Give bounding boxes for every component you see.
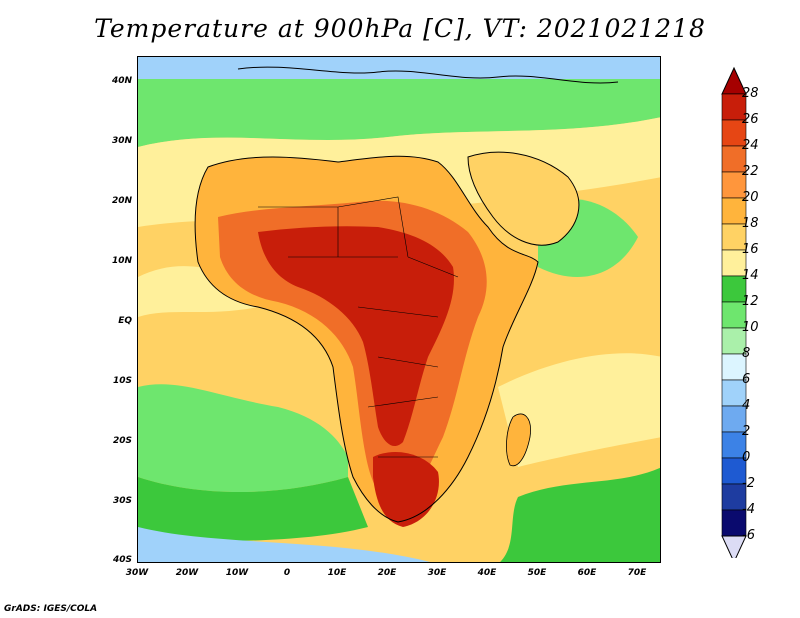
lon-label: 20W (175, 568, 199, 578)
south-atlantic-green (138, 384, 348, 492)
arabia-land (468, 152, 579, 246)
colorbar-segment (721, 353, 747, 381)
lat-label: 40S (112, 555, 132, 565)
colorbar-label: 16 (742, 242, 759, 257)
lat-label: 40N (111, 76, 132, 86)
colorbar-label: -2 (742, 476, 755, 491)
indian-ocean-green (499, 467, 660, 562)
north-green-band (138, 79, 660, 147)
lat-label: 20N (111, 196, 132, 206)
temperature-map (138, 57, 660, 562)
north-cold-band (138, 57, 660, 79)
colorbar-segment (721, 119, 747, 147)
colorbar-segment (721, 405, 747, 433)
map-panel (137, 56, 661, 563)
lon-label: 10W (225, 568, 249, 578)
southern-africa-core (373, 452, 439, 527)
lat-label: 10S (112, 376, 132, 386)
colorbar-segment (721, 457, 747, 485)
colorbar-label: 6 (742, 372, 751, 387)
lat-label: 30N (111, 136, 132, 146)
colorbar-bottom-arrow (721, 535, 747, 558)
colorbar-label: 0 (742, 450, 751, 465)
colorbar-segment (721, 509, 747, 537)
colorbar-label: 8 (742, 346, 751, 361)
colorbar-label: 12 (742, 294, 759, 309)
arabia-coastline (467, 151, 580, 246)
colorbar-segment (721, 171, 747, 199)
lon-label: 20E (377, 568, 397, 578)
lon-label: 50E (527, 568, 547, 578)
madagascar (506, 413, 531, 467)
lat-label: 10N (111, 256, 132, 266)
lon-label: 10E (327, 568, 347, 578)
colorbar-segment (721, 223, 747, 251)
colorbar-label: 24 (742, 138, 759, 153)
colorbar-label: 28 (742, 86, 759, 101)
indian-ocean-yellow (498, 353, 660, 467)
europe-coastline (237, 66, 619, 84)
colorbar-label: 10 (742, 320, 759, 335)
lon-label: 70E (627, 568, 647, 578)
lon-label: 60E (577, 568, 597, 578)
lat-label: 20S (112, 436, 132, 446)
colorbar-segment (721, 379, 747, 407)
colorbar-segment (721, 431, 747, 459)
lon-label: 40E (477, 568, 497, 578)
colorbar-segment (721, 197, 747, 225)
africa-hottest-core (258, 226, 454, 447)
colorbar-label: 2 (742, 424, 751, 439)
colorbar-label: 26 (742, 112, 759, 127)
country-borders (258, 196, 459, 458)
colorbar-label: 4 (742, 398, 751, 413)
lat-label: 30S (112, 496, 132, 506)
lat-label: EQ (118, 316, 132, 326)
africa-coastline (194, 155, 539, 523)
colorbar (721, 66, 747, 558)
south-cold-band (138, 527, 430, 562)
colorbar-label: 14 (742, 268, 759, 283)
map-title: Temperature at 900hPa [C], VT: 202102121… (94, 14, 706, 43)
colorbar-label: 20 (742, 190, 759, 205)
colorbar-label: 22 (742, 164, 759, 179)
lon-label: 0 (283, 568, 291, 578)
colorbar-segment (721, 145, 747, 173)
colorbar-segment (721, 249, 747, 277)
south-atlantic-darkgreen (138, 477, 368, 547)
colorbar-label: 18 (742, 216, 759, 231)
colorbar-label: -4 (742, 502, 755, 517)
lon-label: 30W (125, 568, 149, 578)
colorbar-label: -6 (742, 528, 755, 543)
grads-credit: GrADS: IGES/COLA (4, 604, 98, 614)
lon-label: 30E (427, 568, 447, 578)
